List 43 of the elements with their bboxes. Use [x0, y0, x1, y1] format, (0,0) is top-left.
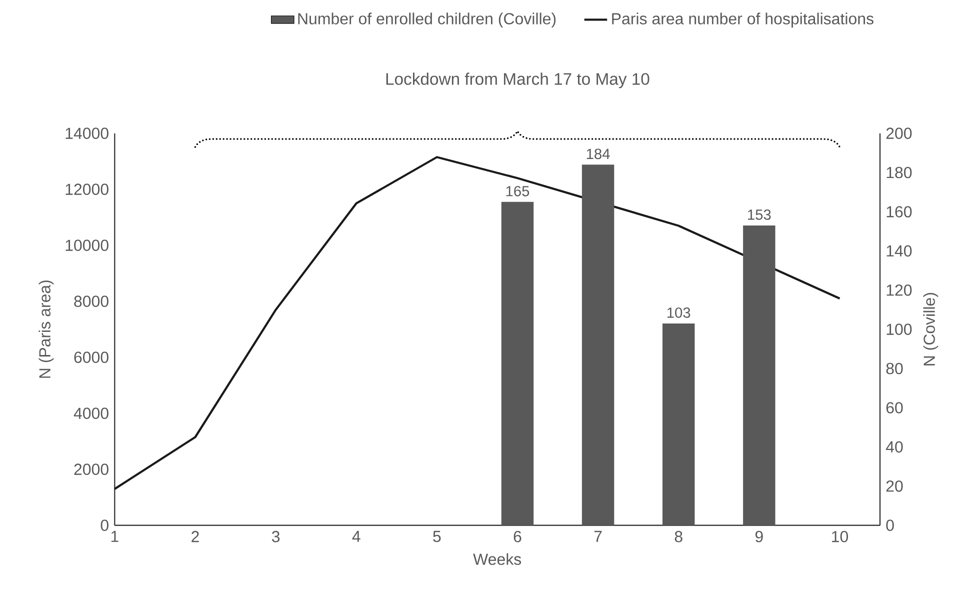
- legend-label: Paris area number of hospitalisations: [612, 12, 874, 28]
- chart-title: Lockdown from March 17 to May 10: [386, 72, 650, 88]
- bar: [501, 202, 534, 526]
- x-tick-label: 5: [433, 531, 441, 542]
- y-tick-label: 10000: [66, 240, 108, 252]
- y2-tick-label: 120: [886, 284, 912, 296]
- y2-tick-label: 20: [886, 480, 903, 492]
- y2-tick-label: 40: [886, 441, 903, 453]
- x-tick-label: 9: [755, 531, 763, 542]
- y2-tick-label: 80: [886, 363, 903, 374]
- y2-tick-label: 60: [886, 402, 903, 414]
- y2-axis-title: N (Coville): [923, 293, 938, 366]
- y2-tick-label: 180: [886, 167, 912, 178]
- data-label: 184: [586, 148, 610, 160]
- x-tick-label: 2: [192, 531, 199, 542]
- x-tick-label: 7: [594, 531, 602, 542]
- y-tick-label: 12000: [66, 184, 108, 196]
- data-label: 103: [667, 308, 690, 318]
- x-tick-label: 6: [514, 531, 522, 542]
- x-axis-title: Weeks: [473, 553, 522, 566]
- y-tick-label: 4000: [74, 408, 108, 420]
- x-tick-label: 8: [674, 531, 682, 542]
- y-tick-label: 0: [100, 520, 108, 532]
- x-tick-label: 3: [272, 531, 280, 542]
- y-tick-label: 14000: [66, 128, 108, 140]
- y2-tick-label: 140: [886, 245, 912, 257]
- x-tick-label: 10: [832, 531, 848, 542]
- bar: [582, 164, 614, 526]
- y-tick-label: 6000: [74, 352, 108, 364]
- data-label: 153: [748, 210, 771, 220]
- y-tick-label: 2000: [74, 464, 108, 476]
- x-tick-label: 1: [111, 531, 118, 542]
- y2-tick-label: 100: [886, 324, 912, 336]
- x-tick-label: 4: [352, 531, 360, 542]
- y-axis-title: N (Paris area): [38, 280, 54, 378]
- data-label: 165: [506, 186, 530, 196]
- y2-tick-label: 160: [886, 206, 912, 218]
- y-tick-label: 8000: [74, 296, 108, 308]
- y2-tick-label: 200: [886, 128, 912, 140]
- y2-tick-label: 0: [886, 520, 894, 532]
- bar: [743, 226, 776, 526]
- legend-label: Number of enrolled children (Coville): [298, 12, 556, 28]
- bar: [662, 324, 695, 526]
